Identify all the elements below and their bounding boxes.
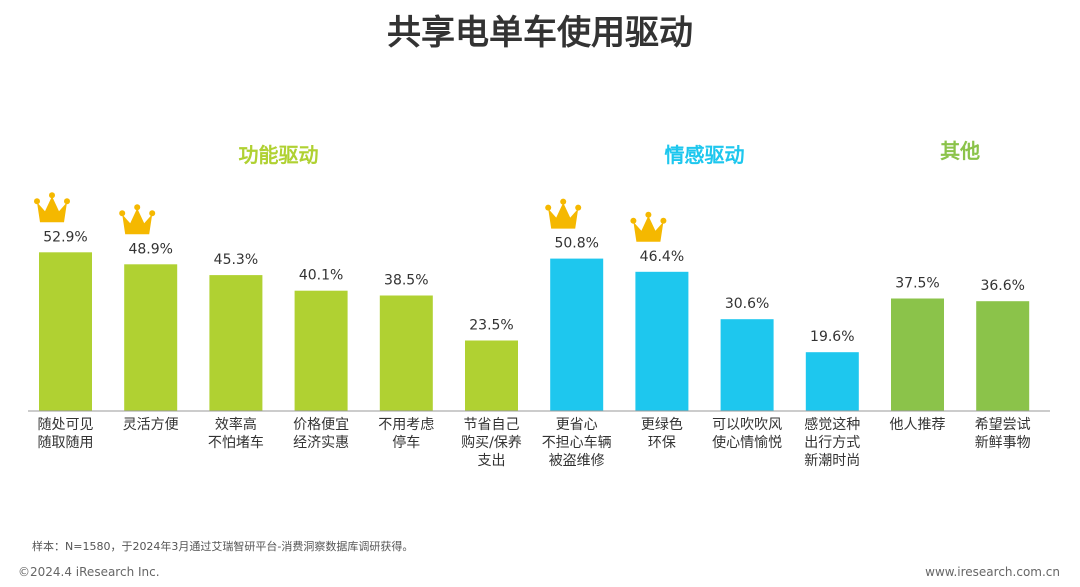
copyright: ©2024.4 iResearch Inc. (18, 565, 160, 579)
value-label: 37.5% (895, 276, 939, 292)
bar (976, 301, 1030, 411)
value-label: 38.5% (384, 273, 428, 289)
category-label: 更省心不担心车辆被盗维修 (542, 417, 612, 469)
category-label: 感觉这种出行方式新潮时尚 (804, 416, 860, 469)
crown-icon (119, 204, 156, 235)
bar (209, 275, 263, 411)
category-label: 不用考虑停车 (378, 417, 434, 451)
category-label: 节省自己购买/保养支出 (461, 417, 522, 469)
bar (294, 290, 348, 411)
category-label: 灵活方便 (123, 417, 179, 433)
bar (891, 298, 944, 411)
category-label: 价格便宜经济实惠 (293, 417, 349, 451)
bar (124, 264, 178, 411)
website: www.iresearch.com.cn (925, 565, 1060, 579)
category-label: 效率高不怕堵车 (208, 416, 264, 451)
value-label: 45.3% (214, 252, 258, 268)
category-label: 他人推荐 (890, 417, 946, 433)
bar (550, 258, 604, 411)
value-label: 23.5% (469, 318, 513, 334)
category-label: 希望尝试新鲜事物 (975, 417, 1031, 451)
crown-icon (630, 211, 667, 242)
value-label: 40.1% (299, 268, 343, 284)
bar (39, 252, 92, 411)
crown-icon (545, 198, 582, 229)
sample-note: 样本：N=1580，于2024年3月通过艾瑞智研平台-消费洞察数据库调研获得。 (32, 540, 414, 553)
bar (635, 271, 689, 411)
category-label: 更绿色环保 (641, 416, 683, 451)
value-label: 52.9% (43, 229, 87, 245)
category-label: 随处可见随取随用 (38, 417, 94, 451)
value-label: 30.6% (725, 296, 769, 312)
chart-title: 共享电单车使用驱动 (387, 13, 693, 53)
value-label: 46.4% (640, 249, 684, 265)
value-label: 50.8% (554, 236, 598, 252)
group-label: 其他 (940, 139, 980, 163)
value-label: 48.9% (128, 241, 172, 257)
value-label: 36.6% (980, 278, 1024, 294)
bar (379, 295, 433, 411)
category-label: 可以吹吹风使心情愉悦 (712, 417, 782, 451)
bar (720, 319, 774, 411)
bar (465, 340, 518, 411)
value-label: 19.6% (810, 329, 854, 345)
group-label: 情感驱动 (665, 143, 745, 167)
group-label: 功能驱动 (239, 143, 319, 167)
bar (805, 352, 859, 411)
crown-icon (34, 192, 70, 223)
